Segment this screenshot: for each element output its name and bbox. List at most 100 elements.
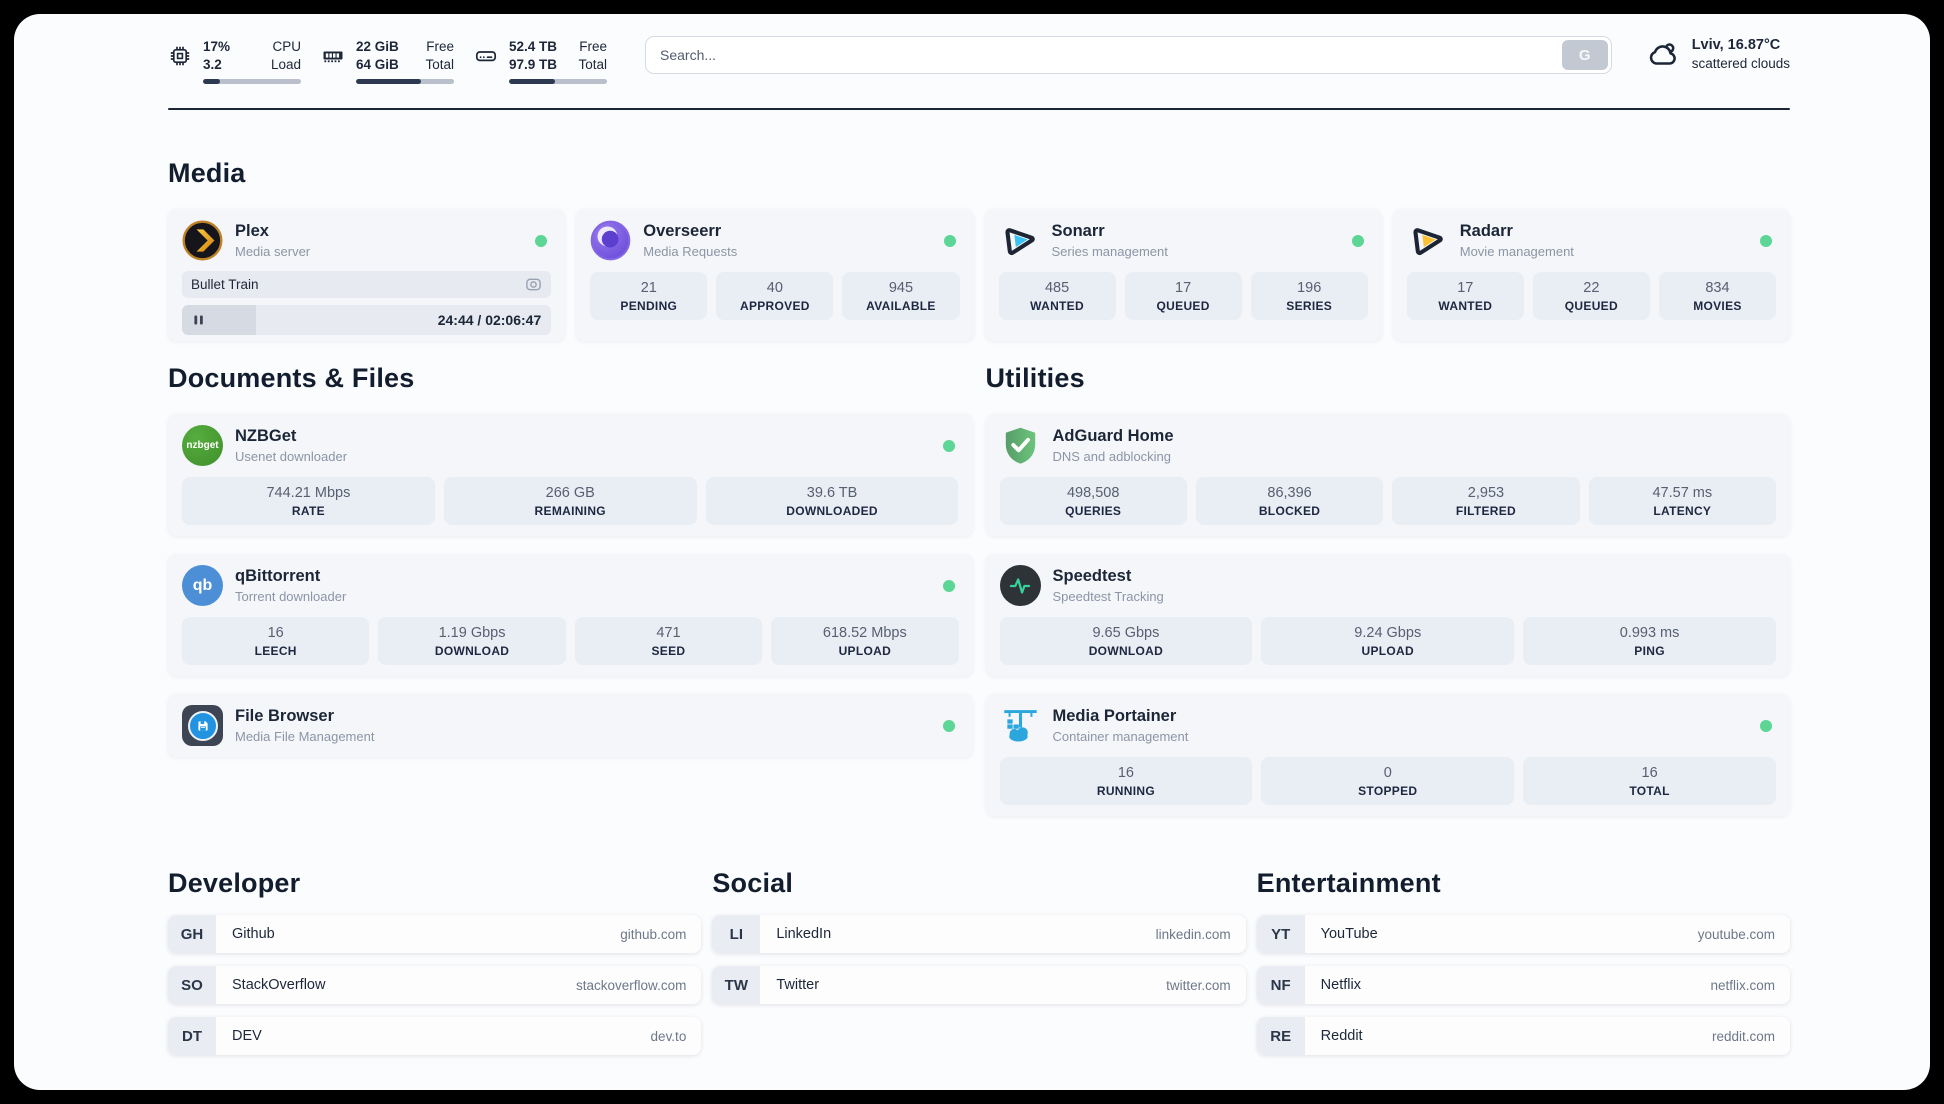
bookmark-url: reddit.com — [1711, 1028, 1775, 1044]
adguard-icon — [1005, 427, 1035, 464]
app-desc: Movie management — [1459, 244, 1574, 259]
bookmark-reddit[interactable]: RE Reddit reddit.com — [1256, 1017, 1790, 1055]
bookmark-linkedin[interactable]: LI LinkedIn linkedin.com — [712, 915, 1246, 953]
status-dot — [943, 234, 956, 247]
stat-upload: 618.52 Mbps UPLOAD — [771, 617, 959, 665]
bookmark-stackoverflow[interactable]: SO StackOverflow stackoverflow.com — [168, 966, 702, 1004]
nzbget-stats: 744.21 Mbps RATE 266 GB REMAINING 39.6 TB D… — [182, 477, 959, 525]
app-desc: Media File Management — [235, 729, 375, 744]
stat-download: 1.19 Gbps DOWNLOAD — [378, 617, 566, 665]
section-title-entertainment: Entertainment — [1256, 868, 1441, 898]
ram-metric: 22 GiB Free 64 GiB Total — [321, 38, 454, 84]
disk-total-value: 97.9 TB — [509, 57, 558, 72]
adguard-card[interactable]: AdGuard Home DNS and adblocking 498,508 Q… — [985, 414, 1790, 536]
search-input[interactable] — [645, 36, 1612, 74]
section-title-social: Social — [712, 868, 794, 898]
bookmark-url: youtube.com — [1697, 926, 1775, 942]
stat-approved: 40 APPROVED — [716, 272, 834, 320]
bookmark-name: Github — [232, 926, 275, 942]
nzbget-card[interactable]: nzbget NZBGet Usenet downloader 744.21 M… — [168, 414, 973, 536]
sonarr-icon — [1004, 228, 1035, 256]
app-name: Media Portainer — [1052, 707, 1177, 725]
bookmark-name: Reddit — [1320, 1028, 1363, 1044]
ram-total-label: Total — [425, 57, 454, 72]
app-name: Speedtest — [1052, 567, 1132, 585]
bookmark-netflix[interactable]: NF Netflix netflix.com — [1256, 966, 1790, 1004]
now-playing-title: Bullet Train — [191, 277, 259, 292]
section-title-utilities: Utilities — [985, 363, 1085, 393]
stat-available: 945 AVAILABLE — [842, 272, 960, 320]
bookmark-dev[interactable]: DT DEV dev.to — [168, 1017, 702, 1055]
app-desc: Usenet downloader — [235, 449, 348, 464]
stat-wanted: 485 WANTED — [998, 272, 1116, 320]
cpu-progress-bar — [203, 79, 301, 84]
stat-series: 196 SERIES — [1250, 272, 1368, 320]
stat-latency: 47.57 ms LATENCY — [1588, 477, 1776, 525]
bookmark-url: twitter.com — [1166, 977, 1231, 993]
weather-widget: Lviv, 16.87°C scattered clouds — [1646, 36, 1790, 73]
stat-downloaded: 39.6 TB DOWNLOADED — [705, 477, 959, 525]
developer-section: Developer GH Github github.com SO StackO… — [168, 868, 702, 1055]
pause-icon[interactable] — [192, 313, 206, 327]
status-dot — [1760, 234, 1772, 247]
sonarr-card[interactable]: Sonarr Series management 485 WANTED 17 QUE… — [984, 209, 1382, 341]
app-name: Sonarr — [1051, 222, 1105, 240]
portainer-icon — [1003, 710, 1037, 742]
bookmark-youtube[interactable]: YT YouTube youtube.com — [1256, 915, 1790, 953]
sonarr-stats: 485 WANTED 17 QUEUED 196 SERIES — [998, 272, 1368, 320]
bookmark-github[interactable]: GH Github github.com — [168, 915, 702, 953]
qbittorrent-icon: qb — [182, 565, 223, 606]
overseerr-card[interactable]: Overseerr Media Requests 21 PENDING 40 APP… — [576, 209, 974, 341]
bookmark-name: DEV — [232, 1028, 262, 1044]
portainer-stats: 16 RUNNING 0 STOPPED 16 TOTAL — [999, 757, 1777, 805]
radarr-card[interactable]: Radarr Movie management 17 WANTED 22 QUEUE… — [1392, 209, 1790, 341]
stat-queued: 22 QUEUED — [1532, 272, 1650, 320]
cloud-icon — [1649, 42, 1676, 65]
status-dot — [942, 719, 955, 732]
social-section: Social LI LinkedIn linkedin.com TW Twitt… — [712, 868, 1246, 1055]
stat-queries: 498,508 QUERIES — [999, 477, 1187, 525]
playback-progress: 24:44 / 02:06:47 — [182, 305, 552, 335]
header-divider — [168, 108, 1790, 110]
disk-progress-bar — [509, 79, 607, 84]
stat-blocked: 86,396 BLOCKED — [1195, 477, 1384, 525]
stat-remaining: 266 GB REMAINING — [443, 477, 697, 525]
app-desc: Torrent downloader — [235, 589, 347, 604]
stat-wanted: 17 WANTED — [1406, 272, 1524, 320]
app-desc: Media server — [235, 244, 311, 259]
status-dot — [1760, 719, 1772, 732]
plex-icon — [182, 220, 223, 261]
portainer-card[interactable]: Media Portainer Container management 16 R… — [985, 694, 1790, 816]
bookmark-twitter[interactable]: TW Twitter twitter.com — [712, 966, 1246, 1004]
app-name: Radarr — [1459, 222, 1513, 240]
qbittorrent-stats: 16 LEECH 1.19 Gbps DOWNLOAD 471 SEED 618.52… — [182, 617, 959, 665]
section-title-developer: Developer — [168, 868, 301, 898]
session-view-icon[interactable] — [525, 276, 542, 293]
qbittorrent-card[interactable]: qb qBittorrent Torrent downloader 16 LEEC… — [168, 554, 973, 676]
search-engine-button[interactable]: G — [1561, 40, 1608, 70]
playback-time: 24:44 / 02:06:47 — [437, 312, 542, 328]
system-metrics: 17% CPU 3.2 Load 22 GiB Free 64 GiB Total — [168, 38, 607, 84]
app-desc: Speedtest Tracking — [1052, 589, 1164, 604]
plex-card[interactable]: Plex Media server Bullet Train 24:44 / 0… — [168, 209, 566, 341]
speedtest-card[interactable]: Speedtest Speedtest Tracking 9.65 Gbps DO… — [985, 554, 1790, 676]
bookmark-name: StackOverflow — [232, 977, 326, 993]
ram-total-value: 64 GiB — [356, 57, 399, 72]
filebrowser-card[interactable]: File Browser Media File Management — [168, 694, 973, 757]
overseerr-icon — [590, 220, 631, 261]
documents-column: Documents & Files nzbget NZBGet Usenet d… — [168, 363, 973, 816]
section-title-documents: Documents & Files — [168, 363, 415, 393]
stat-upload: 9.24 Gbps UPLOAD — [1261, 617, 1515, 665]
stat-pending: 21 PENDING — [590, 272, 708, 320]
top-bar: 17% CPU 3.2 Load 22 GiB Free 64 GiB Total — [168, 36, 1790, 84]
bookmark-badge: YT — [1256, 915, 1305, 953]
media-cards: Plex Media server Bullet Train 24:44 / 0… — [168, 209, 1790, 341]
cpu-label: CPU — [272, 39, 301, 54]
status-dot — [942, 579, 955, 592]
bookmark-badge: DT — [168, 1017, 216, 1055]
stat-download: 9.65 Gbps DOWNLOAD — [999, 617, 1253, 665]
bookmark-url: stackoverflow.com — [576, 977, 687, 993]
adguard-stats: 498,508 QUERIES 86,396 BLOCKED 2,953 FILTER… — [999, 477, 1776, 525]
dashboard-page: 17% CPU 3.2 Load 22 GiB Free 64 GiB Total — [14, 14, 1930, 1090]
now-playing-row: Bullet Train — [182, 271, 552, 298]
